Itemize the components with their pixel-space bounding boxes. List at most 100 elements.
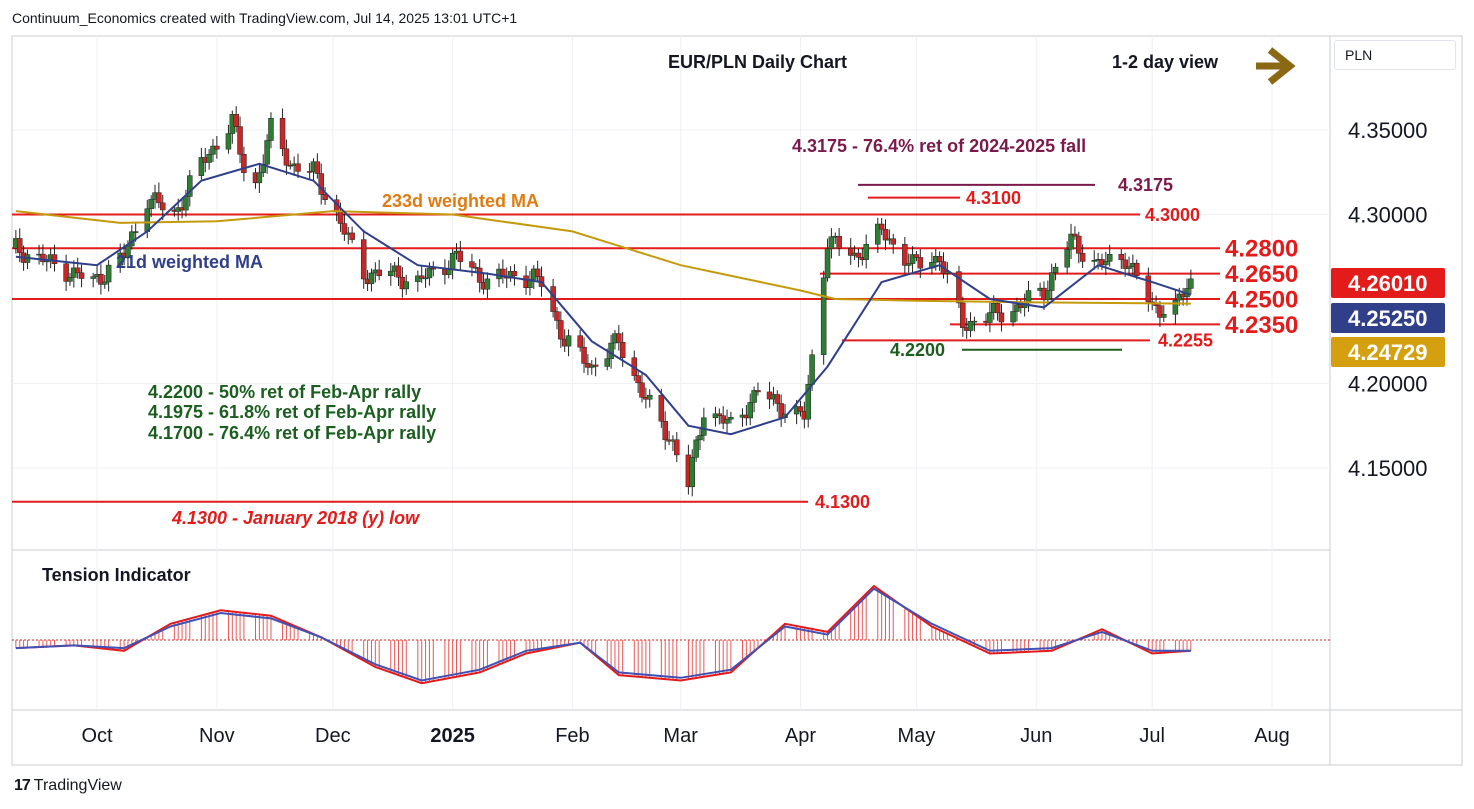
candle-down [836, 235, 842, 249]
tension-indicator [12, 584, 1330, 685]
candle-up [909, 254, 916, 264]
candle-down [376, 269, 382, 277]
currency-selector[interactable]: PLN [1334, 40, 1456, 70]
candle-down [716, 413, 723, 416]
annotation-ret764: 4.1700 - 76.4% ret of Feb-Apr rally [148, 423, 436, 443]
candle-down [581, 346, 587, 364]
candle-down [279, 117, 286, 150]
candle-up [1025, 290, 1032, 304]
candle-down [960, 302, 966, 328]
candle-up [1126, 266, 1132, 269]
candle-up [905, 263, 912, 266]
candle-up [125, 245, 131, 259]
candle-up [105, 264, 112, 283]
ma233-line [15, 210, 1191, 305]
candle-down [936, 256, 943, 262]
candle-down [577, 335, 583, 348]
candle-down [855, 252, 862, 258]
candle-down [457, 250, 464, 262]
moving-averages [15, 162, 1192, 436]
x-tick-label: Feb [555, 725, 589, 747]
candle-down [469, 261, 475, 268]
candle-up [206, 154, 212, 163]
candle-down [1122, 259, 1128, 269]
level-label: 4.2200 [890, 340, 945, 360]
ma21-line [15, 162, 1192, 436]
price-badge [1331, 337, 1445, 367]
candle-down [592, 364, 599, 367]
candle-up [971, 320, 978, 323]
candle-up [264, 140, 270, 165]
y-tick-label: 4.35000 [1348, 118, 1428, 143]
candle-up [415, 275, 421, 282]
candle-up [1103, 261, 1109, 266]
candle-down [418, 275, 425, 279]
candle-down [51, 254, 58, 265]
candle-up [824, 248, 831, 279]
candle-up [828, 236, 835, 249]
candle-down [63, 263, 69, 282]
candle-down [1133, 262, 1140, 277]
candle-down [639, 382, 645, 398]
candle-down [534, 268, 541, 277]
candle-up [608, 342, 614, 359]
x-tick-label: Nov [199, 725, 235, 747]
candle-up [129, 231, 135, 247]
candle-up [604, 358, 610, 367]
candle-up [1068, 233, 1074, 250]
candle-down [318, 173, 324, 195]
candle-down [1118, 254, 1125, 261]
candle-down [998, 312, 1005, 323]
candle-down [994, 303, 1001, 314]
x-tick-label: Aug [1254, 725, 1290, 747]
tension-fast-line [15, 584, 1191, 685]
candle-down [554, 311, 560, 321]
y-tick-label: 4.20000 [1348, 372, 1428, 397]
price-badges: 4.26010 4.25250 4.24729 [1331, 268, 1445, 367]
candle-up [132, 231, 139, 233]
annotation-ma21: 21d weighted MA [116, 252, 263, 272]
candle-up [117, 252, 123, 266]
candle-up [1188, 278, 1194, 289]
price-badge-label: 4.24729 [1348, 340, 1428, 365]
candle-up [809, 354, 815, 385]
level-label: 4.3000 [1145, 205, 1200, 225]
candle-up [987, 312, 993, 323]
candle-up [148, 199, 154, 210]
chart-attribution: Continuum_Economics created with Trading… [12, 10, 518, 26]
candle-down [774, 394, 781, 404]
candle-up [144, 208, 151, 232]
candle-down [878, 223, 885, 230]
candle-down [847, 247, 854, 256]
candle-up [256, 172, 263, 184]
candle-down [476, 267, 483, 283]
candle-down [674, 439, 680, 456]
candle-down [360, 239, 367, 280]
x-tick-label: Jun [1020, 725, 1052, 747]
level-label: 4.2500 [1225, 286, 1298, 313]
annotation-ret618: 4.1975 - 61.8% ret of Feb-Apr rally [148, 402, 436, 422]
candle-up [90, 276, 96, 279]
candle-up [1052, 266, 1059, 273]
candle-down [322, 194, 328, 201]
price-badge-label: 4.26010 [1348, 271, 1428, 296]
candle-down [797, 406, 804, 412]
tradingview-logo-icon: 17 [14, 777, 31, 794]
footer-brand: TradingView [33, 777, 122, 794]
candle-down [1079, 253, 1086, 262]
candle-down [473, 266, 479, 269]
level-label: 4.1300 [815, 492, 870, 512]
annotation-low2018: 4.1300 - January 2018 (y) low [171, 508, 420, 528]
candle-down [314, 161, 321, 174]
footer: 17 TradingView [14, 777, 122, 795]
candle-up [426, 267, 433, 279]
candle-up [565, 335, 572, 347]
candle-up [422, 277, 429, 280]
candle-up [693, 439, 699, 458]
candle-up [388, 270, 394, 277]
horizontal-levels [12, 183, 1220, 503]
chart-gridlines [12, 36, 1330, 710]
y-tick-label: 4.15000 [1348, 456, 1428, 481]
candle-down [341, 223, 348, 235]
